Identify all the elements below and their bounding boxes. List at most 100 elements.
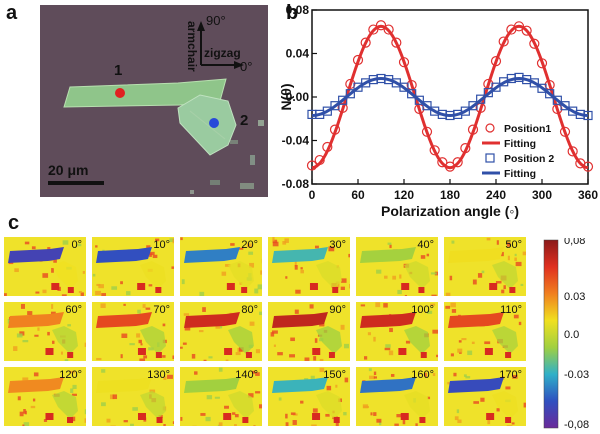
x-tick-label: 60 [351,188,365,202]
data-point-position-1 [368,24,379,35]
data-point-position-2 [468,101,478,111]
data-point-position-1 [352,54,364,66]
colorbar-label: -0.03 [564,369,589,381]
panel-letter-c: c [8,212,20,234]
data-point-position-1 [391,37,402,48]
x-tick-label: 300 [532,188,552,202]
map-tile: 110° [443,301,527,362]
polarization-chart: 0 60 120 180 240 300 360 -0.08 -0.04 0.00 0.04 0.08… [280,3,598,219]
x-tick-label: 120 [394,188,414,202]
map-tile: 130° [91,366,175,427]
colorbar-label: 0,08 [564,238,585,247]
colorbar: 0,08 0.03 0.0 -0.03 -0,08 [543,238,589,431]
zigzag-label: zigzag [204,46,241,60]
flake-1-region [448,377,504,393]
map-image [444,367,526,426]
data-point-position-2 [491,82,501,92]
data-point-position-1 [360,37,371,48]
flake-1-region [360,377,416,393]
data-point-position-2 [537,83,547,93]
map-tile: 10° [91,236,175,297]
map-tile: 0° [3,236,87,297]
legend-marker [485,123,495,133]
map-image [356,367,438,426]
x-tick-label: 240 [486,188,506,202]
data-point-position-1 [337,102,348,113]
y-tick-label: 0.04 [286,47,310,61]
map-angle-label: 90° [329,304,346,316]
map-angle-label: 0° [71,239,82,251]
data-point-position-1 [383,24,394,35]
map-image [268,237,350,296]
y-axis-label: N(θ) [280,83,294,110]
map-tile: 150° [267,366,351,427]
map-image [92,237,174,296]
colorbar-label: -0,08 [564,419,589,431]
flake-1-region [96,312,152,328]
data-point-position-2 [460,106,470,116]
map-angle-label: 140° [235,369,258,381]
map-angle-label: 10° [153,239,170,251]
data-point-position-1 [314,154,325,166]
y-tick-label: -0.08 [282,177,310,191]
map-tile: 160° [355,366,439,427]
map-angle-label: 100° [411,304,434,316]
map-tile: 50° [443,236,527,297]
colorbar-label: 0.0 [564,329,579,341]
map-tile: 120° [3,366,87,427]
data-point-position-2 [330,101,340,111]
x-tick-label: 180 [440,188,460,202]
map-tile: 80° [179,301,263,362]
map-image [4,237,86,296]
scale-bar-label: 20 μm [48,162,88,178]
legend-marker [485,153,495,163]
map-tile: 170° [443,366,527,427]
data-point-position-2 [552,95,562,105]
data-point-position-1 [582,161,594,172]
colorbar-label: 0.03 [564,291,585,303]
flake-1-region [96,247,152,263]
flake-1-region [360,312,416,328]
map-image [268,367,350,426]
flake-1-region [8,312,64,328]
data-point-position-2 [345,89,355,99]
data-point-position-1 [306,160,318,171]
flake-1-region [272,312,328,328]
data-point-position-1 [398,57,410,68]
data-point-position-1 [437,157,448,168]
flake-1-region [360,247,416,263]
flake-1-region [8,377,64,393]
map-tile: 30° [267,236,351,297]
data-point-position-1 [467,124,479,135]
flake-1-region [448,312,504,328]
data-point-position-1 [421,126,433,137]
data-point-position-2 [545,89,555,99]
y-tick-label: -0.04 [282,134,310,148]
map-angle-label: 30° [329,239,346,251]
flake-1-region [184,247,240,263]
map-image [92,367,174,426]
flake-1-region [448,247,504,263]
panel-letter-b: b [286,2,299,24]
colorbar-gradient [543,239,559,429]
data-point-position-1 [429,145,440,156]
data-point-position-2 [422,101,432,111]
flake-1-region [184,377,240,393]
map-image [180,237,262,296]
micrograph-debris [190,120,264,194]
panel-letter-a: a [6,2,18,24]
map-angle-label: 160° [411,369,434,381]
data-point-position-1 [329,124,341,135]
optical-micrograph: 1 2 90° 0° zigzag armchair 20 μm [40,5,268,197]
map-angle-label: 110° [500,304,522,316]
position-2-label: 2 [240,112,248,129]
position-2-dot [209,118,219,128]
map-image [444,237,526,296]
scale-bar [48,181,104,185]
flake-1-region [96,377,152,393]
data-point-position-1 [322,141,333,153]
axis-90-label: 90° [206,13,226,28]
data-point-position-2 [560,101,570,111]
map-angle-label: 80° [241,304,258,316]
fit-line-position-2 [311,76,589,118]
